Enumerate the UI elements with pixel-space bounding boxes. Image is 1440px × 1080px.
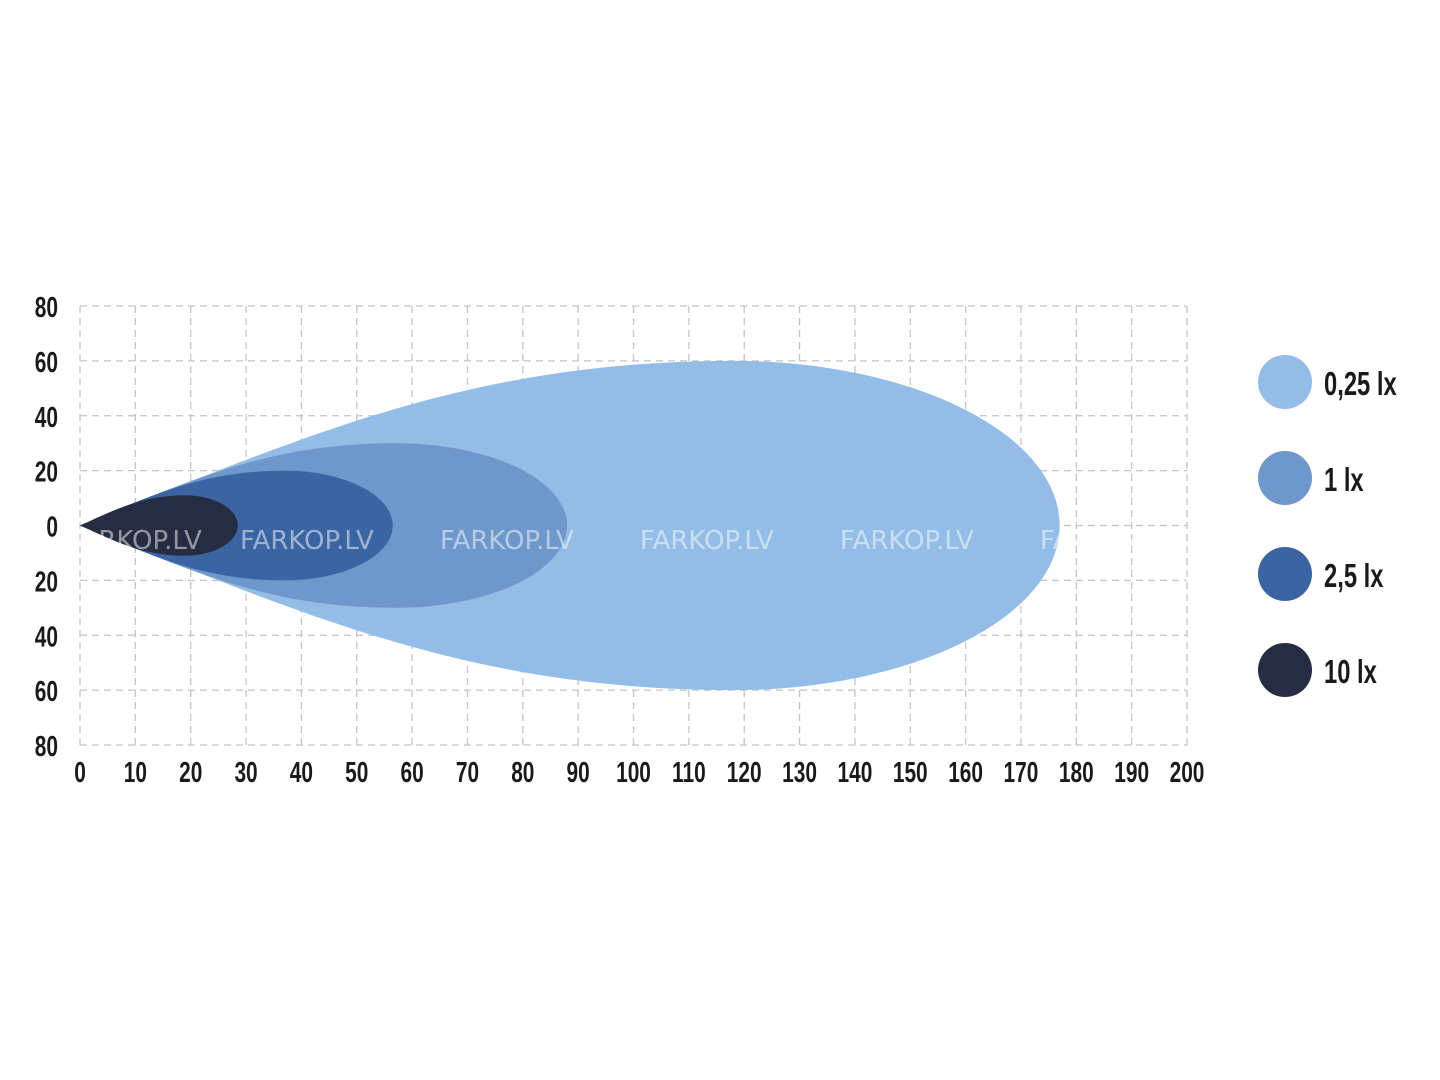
legend-label: 0,25 lx: [1324, 366, 1397, 403]
x-tick-label: 30: [234, 757, 257, 789]
x-tick-label: 150: [893, 757, 928, 789]
legend-label: 1 lx: [1324, 462, 1364, 499]
y-tick-label: 20: [35, 566, 58, 598]
beam-area-3: [80, 495, 238, 556]
watermark-text: FARKOP.LV: [240, 526, 374, 556]
watermark-text: FARKOP.LV: [840, 526, 974, 556]
beam-area-0: [80, 360, 1060, 691]
legend-swatch: [1258, 451, 1312, 505]
x-tick-label: 140: [837, 757, 872, 789]
x-tick-label: 50: [345, 757, 368, 789]
y-tick-label: 40: [35, 621, 58, 653]
x-tick-label: 40: [290, 757, 313, 789]
legend-swatch: [1258, 355, 1312, 409]
y-tick-label: 80: [35, 292, 58, 324]
legend-label: 10 lx: [1324, 654, 1377, 691]
y-tick-label: 40: [35, 402, 58, 434]
x-tick-label: 120: [727, 757, 762, 789]
x-tick-label: 200: [1170, 757, 1205, 789]
y-tick-label: 20: [35, 456, 58, 488]
x-tick-label: 80: [511, 757, 534, 789]
y-tick-label: 0: [46, 511, 58, 543]
legend-swatch: [1258, 643, 1312, 697]
x-tick-label: 110: [672, 757, 706, 789]
watermark-text: FARKOP.LV: [68, 526, 202, 556]
y-tick-label: 60: [35, 347, 58, 379]
x-tick-label: 20: [179, 757, 202, 789]
watermark: FARKOP.LV FARKOP.LV FARKOP.LV FARKOP.LV FARK…: [68, 526, 1174, 556]
legend-swatch: [1258, 547, 1312, 601]
x-tick-label: 90: [567, 757, 590, 789]
legend: [1258, 355, 1312, 697]
x-tick-label: 70: [456, 757, 479, 789]
x-tick-label: 60: [400, 757, 423, 789]
x-tick-label: 180: [1059, 757, 1094, 789]
x-tick-label: 170: [1004, 757, 1039, 789]
x-tick-label: 0: [74, 757, 86, 789]
x-tick-label: 100: [616, 757, 651, 789]
watermark-text: FARKOP.LV: [440, 526, 574, 556]
x-tick-label: 190: [1114, 757, 1149, 789]
y-tick-label: 60: [35, 676, 58, 708]
watermark-text: FARKOP.LV: [1040, 526, 1174, 556]
x-tick-label: 10: [124, 757, 147, 789]
watermark-text: FARKOP.LV: [640, 526, 774, 556]
x-tick-label: 160: [948, 757, 983, 789]
legend-label: 2,5 lx: [1324, 558, 1383, 595]
y-tick-label: 80: [35, 731, 58, 763]
x-tick-label: 130: [782, 757, 817, 789]
